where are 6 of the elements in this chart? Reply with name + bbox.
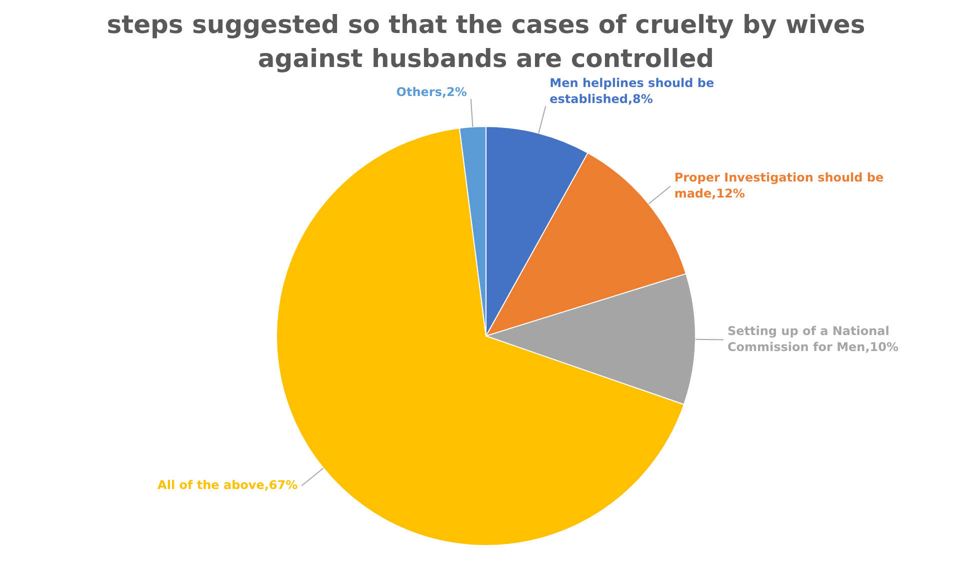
chart-title: steps suggested so that the cases of cruelty by wives against husbands are controlled — [106, 9, 866, 75]
slice-label: Proper Investigation should be made,12% — [674, 170, 884, 200]
slice-label: Men helplines should be established,8% — [550, 76, 714, 106]
slice-label: Others,2% — [396, 85, 467, 100]
slice-label: Setting up of a National Commission for Men,10% — [727, 324, 898, 354]
slice-label: All of the above,67% — [158, 478, 298, 492]
